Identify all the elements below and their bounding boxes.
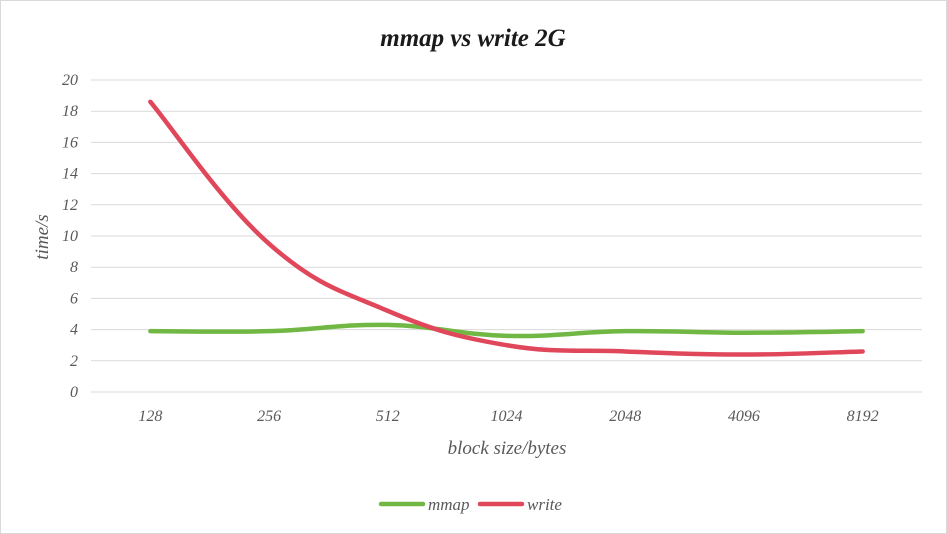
chart-title: mmap vs write 2G <box>380 25 565 52</box>
x-tick-label: 128 <box>138 408 162 425</box>
legend-label-write: write <box>527 495 562 514</box>
legend-label-mmap: mmap <box>428 495 470 514</box>
y-tick-label: 10 <box>62 228 78 245</box>
y-axis-title: time/s <box>32 214 53 259</box>
y-tick-label: 18 <box>62 103 78 120</box>
x-tick-label: 256 <box>257 408 281 425</box>
y-tick-label: 16 <box>62 134 78 151</box>
series-line-mmap <box>148 322 865 339</box>
x-tick-label: 8192 <box>847 408 879 425</box>
y-tick-label: 8 <box>70 259 78 276</box>
y-tick-label: 14 <box>62 166 78 183</box>
series-lines <box>148 99 865 357</box>
x-axis-title: block size/bytes <box>448 438 567 459</box>
y-tick-label: 20 <box>62 72 78 89</box>
y-tick-label: 4 <box>70 322 78 339</box>
y-axis-ticks: 0 2 4 6 8 10 12 14 16 18 20 <box>62 72 78 401</box>
y-tick-label: 2 <box>70 353 78 370</box>
x-tick-label: 4096 <box>728 408 760 425</box>
x-tick-label: 512 <box>376 408 400 425</box>
x-tick-label: 1024 <box>491 408 523 425</box>
y-tick-label: 12 <box>62 197 78 214</box>
x-axis-ticks: 128 256 512 1024 2048 4096 8192 <box>138 408 878 425</box>
y-tick-label: 6 <box>70 290 78 307</box>
y-tick-label: 0 <box>70 384 78 401</box>
series-line-write <box>148 99 865 357</box>
x-tick-label: 2048 <box>609 408 641 425</box>
legend: mmap write <box>378 495 562 514</box>
